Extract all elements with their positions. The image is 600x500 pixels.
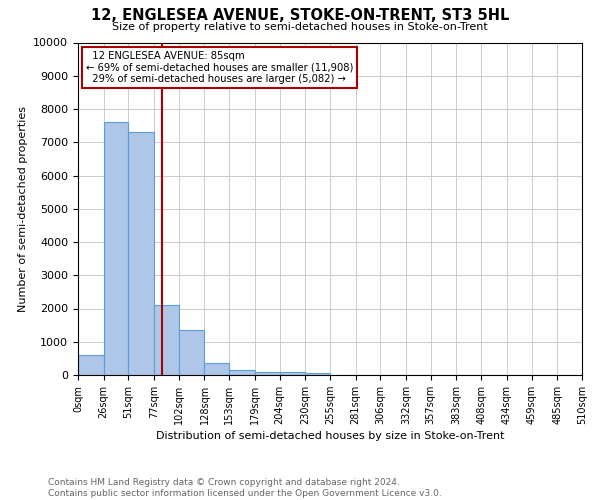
Text: Size of property relative to semi-detached houses in Stoke-on-Trent: Size of property relative to semi-detach… [112,22,488,32]
Text: 12, ENGLESEA AVENUE, STOKE-ON-TRENT, ST3 5HL: 12, ENGLESEA AVENUE, STOKE-ON-TRENT, ST3… [91,8,509,22]
Bar [128,132,154,375]
X-axis label: Distribution of semi-detached houses by size in Stoke-on-Trent: Distribution of semi-detached houses by … [156,431,504,441]
Bar [205,364,229,375]
Bar [229,370,255,375]
Bar [305,374,330,375]
Bar [78,355,104,375]
Bar [104,122,128,375]
Text: 12 ENGLESEA AVENUE: 85sqm  
← 69% of semi-detached houses are smaller (11,908)
 : 12 ENGLESEA AVENUE: 85sqm ← 69% of semi-… [86,51,353,84]
Bar [154,305,179,375]
Bar [280,372,305,375]
Text: Contains HM Land Registry data © Crown copyright and database right 2024.
Contai: Contains HM Land Registry data © Crown c… [48,478,442,498]
Bar [255,372,280,375]
Y-axis label: Number of semi-detached properties: Number of semi-detached properties [18,106,28,312]
Bar [179,330,205,375]
